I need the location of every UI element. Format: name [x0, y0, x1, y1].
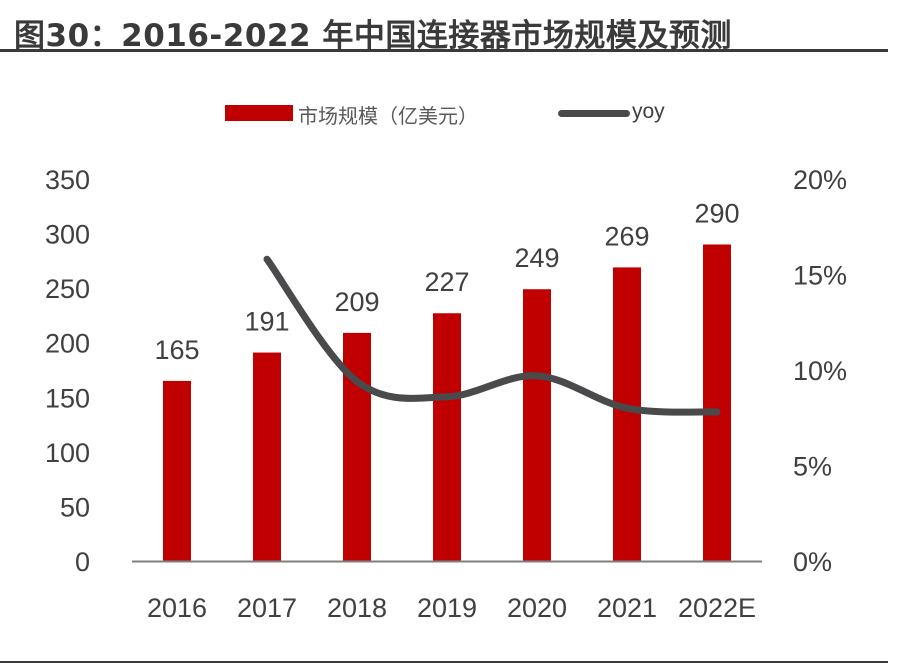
x-axis-category-label: 2020: [507, 593, 567, 623]
right-axis-tick-label: 10%: [793, 356, 847, 386]
bottom-divider: [0, 661, 888, 663]
right-axis-tick-label: 5%: [793, 452, 832, 482]
legend-bar-swatch-icon: [225, 105, 293, 121]
bar-data-label: 191: [244, 307, 289, 337]
bar: [163, 380, 191, 561]
bar: [253, 352, 281, 561]
bar-data-label: 269: [604, 221, 649, 251]
right-axis-ticks: 0% 5% 10% 15% 20%: [793, 165, 847, 577]
bar-data-label: 227: [424, 267, 469, 297]
bar: [343, 332, 371, 561]
bar-data-labels: 165 191 209 227 249 269 290: [154, 198, 739, 364]
legend-bar-label: 市场规模（亿美元）: [298, 104, 478, 128]
left-axis-tick-label: 250: [45, 274, 90, 304]
yoy-line-series: [263, 255, 721, 416]
left-axis-tick-label: 150: [45, 383, 90, 413]
x-axis-category-label: 2018: [327, 593, 387, 623]
legend-line-swatch-icon: [558, 110, 630, 117]
left-axis-tick-label: 200: [45, 329, 90, 359]
x-axis-category-label: 2019: [417, 593, 477, 623]
bar-series: [163, 244, 731, 561]
chart-legend: 市场规模（亿美元） yoy: [0, 100, 900, 130]
bar: [523, 289, 551, 561]
title-divider: [0, 49, 888, 52]
bar-data-label: 209: [334, 287, 379, 317]
bar: [613, 267, 641, 561]
left-axis-tick-label: 50: [60, 492, 90, 522]
bar-data-label: 290: [694, 198, 739, 228]
bar-data-label: 165: [154, 335, 199, 365]
x-axis-category-label: 2021: [597, 593, 657, 623]
x-axis-category-label: 2017: [237, 593, 297, 623]
x-axis-categories: 2016 2017 2018 2019 2020 2021 2022E: [147, 593, 756, 623]
left-axis-ticks: 0 50 100 150 200 250 300 350: [45, 165, 90, 577]
left-axis-tick-label: 100: [45, 438, 90, 468]
x-axis-category-label: 2022E: [678, 593, 756, 623]
right-axis-tick-label: 20%: [793, 165, 847, 195]
bar: [703, 244, 731, 561]
bar: [433, 313, 461, 561]
bar-data-label: 249: [514, 243, 559, 273]
left-axis-tick-label: 300: [45, 220, 90, 250]
right-axis-tick-label: 15%: [793, 261, 847, 291]
x-axis-category-label: 2016: [147, 593, 207, 623]
figure-title: 图30：2016-2022 年中国连接器市场规模及预测: [14, 18, 732, 54]
legend-line-label: yoy: [632, 100, 665, 123]
right-axis-tick-label: 0%: [793, 547, 832, 577]
left-axis-tick-label: 0: [75, 547, 90, 577]
left-axis-tick-label: 350: [45, 165, 90, 195]
